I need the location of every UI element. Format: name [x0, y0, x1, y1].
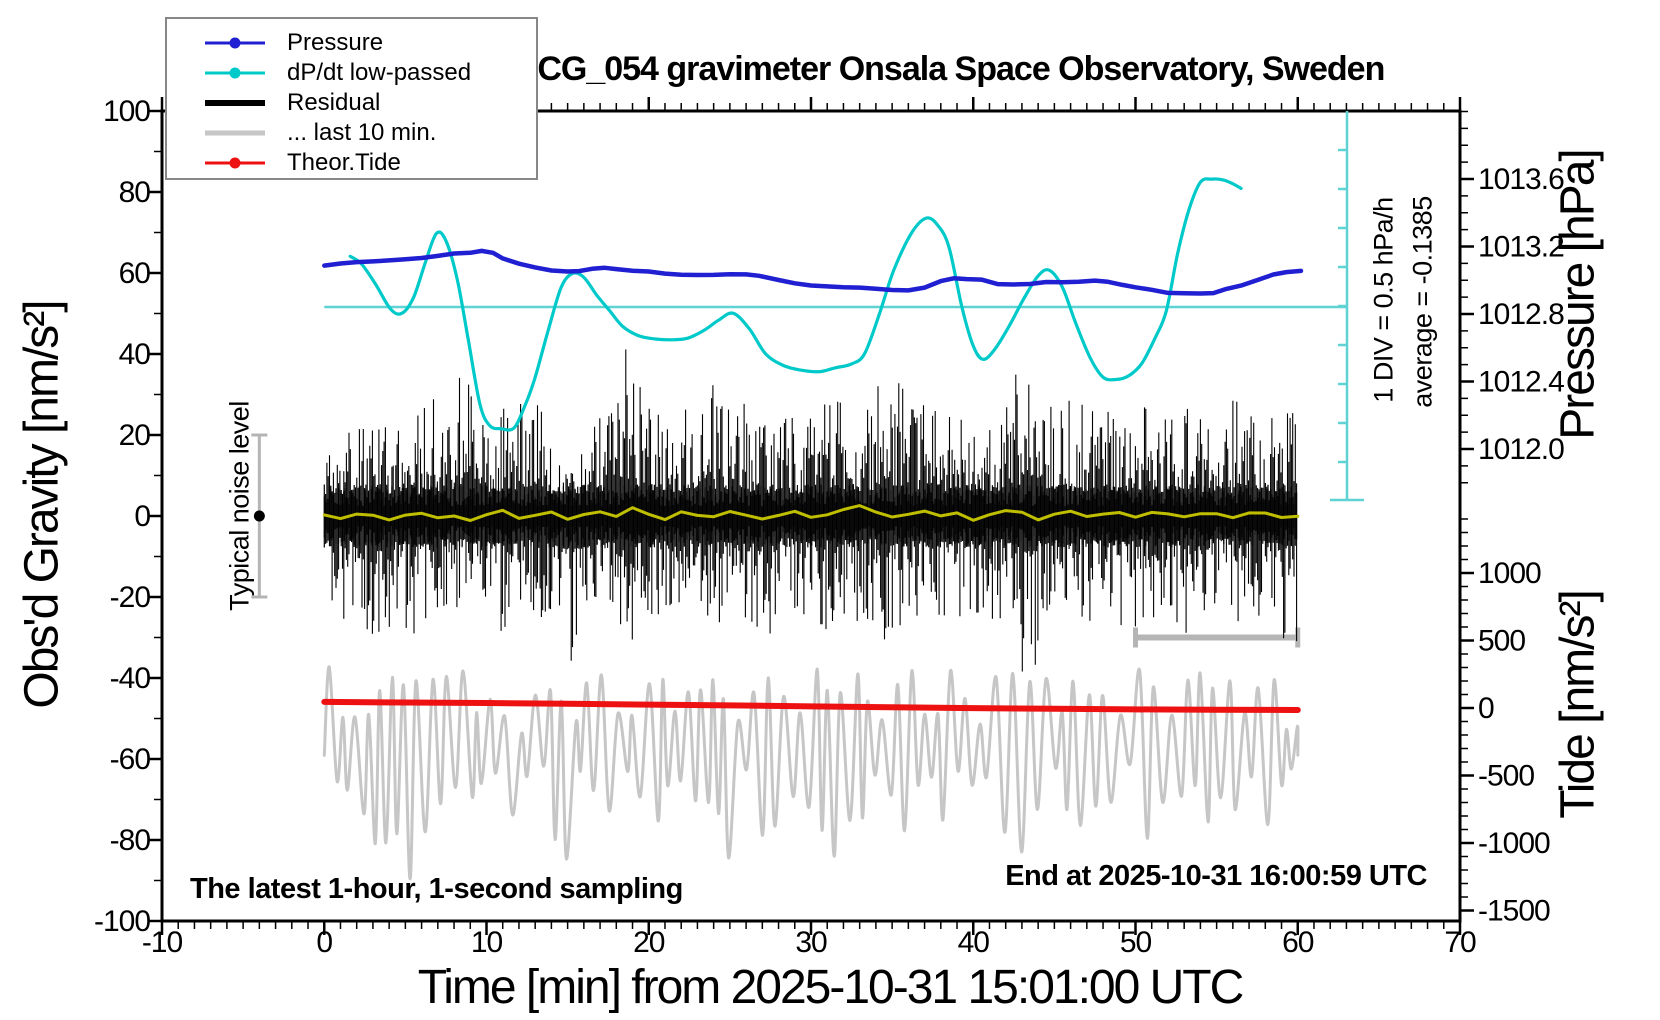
gravity-tick-label: -40 [110, 662, 151, 695]
x-axis-title: Time [min] from 2025-10-31 15:01:00 UTC [417, 961, 1245, 1014]
gravity-tick-label: 80 [119, 176, 151, 209]
noise-errorbar-dot [253, 510, 265, 522]
gravity-tick-label: -80 [110, 824, 151, 857]
noise-level-annotation: Typical noise level [224, 401, 255, 611]
y-axis-title-pressure: Pressure [hPa] [1551, 150, 1605, 440]
last10-series [322, 665, 1300, 881]
tide-tick-label: 500 [1478, 625, 1525, 658]
x-tick-label: 70 [1444, 926, 1476, 959]
legend-item-residual: Residual [167, 88, 536, 118]
x-tick-label: 20 [633, 926, 665, 959]
pressure-tick-label: 1012.4 [1478, 366, 1564, 399]
tide-tick-label: -500 [1478, 760, 1534, 793]
page-title: SCG_054 gravimeter Onsala Space Observat… [515, 50, 1386, 88]
pressure-series [322, 248, 1304, 296]
x-tick-label: 50 [1120, 926, 1152, 959]
legend-label: dP/dt low-passed [287, 59, 472, 86]
legend-label: Theor.Tide [287, 149, 401, 176]
tide-tick-label: -1000 [1478, 827, 1550, 860]
tide-tick-label: 1000 [1478, 557, 1541, 590]
pressure-tick-label: 1012.0 [1478, 433, 1564, 466]
x-tick-label: 10 [471, 926, 503, 959]
legend: Pressure dP/dt low-passed Residual ... l… [165, 17, 538, 180]
pressure-tick-label: 1013.6 [1478, 163, 1564, 196]
legend-label: ... last 10 min. [287, 119, 437, 146]
x-tick-label: 40 [958, 926, 990, 959]
x-tick-label: 60 [1282, 926, 1314, 959]
gravity-tick-label: 100 [103, 95, 150, 128]
legend-item-dpdt: dP/dt low-passed [167, 58, 536, 88]
gravity-tick-label: -100 [94, 905, 150, 938]
pressure-tick-label: 1013.2 [1478, 231, 1564, 264]
gravity-tick-label: 0 [134, 500, 150, 533]
gravity-tick-label: 20 [119, 419, 151, 452]
legend-item-theortide: Theor.Tide [167, 148, 536, 178]
tide-tick-label: 0 [1478, 692, 1494, 725]
x-tick-label: 0 [316, 926, 332, 959]
pressure-tick-label: 1012.8 [1478, 298, 1564, 331]
average-annotation: average = -0.1385 [1407, 196, 1438, 408]
end-time-note: End at 2025-10-31 16:00:59 UTC [1005, 860, 1427, 892]
legend-label: Residual [287, 89, 381, 116]
x-tick-label: -10 [142, 926, 183, 959]
y-axis-title-gravity: Obs'd Gravity [nm/s²] [15, 301, 69, 709]
gravity-tick-label: 40 [119, 338, 151, 371]
y-axis-title-tide: Tide [nm/s²] [1551, 591, 1605, 819]
residual-lowpass-series [322, 504, 1300, 522]
sampling-note: The latest 1-hour, 1-second sampling [190, 873, 683, 905]
dpdt-series [348, 177, 1243, 432]
theortide-series [321, 698, 1301, 713]
tide-tick-label: -1500 [1478, 895, 1550, 928]
legend-item-pressure: Pressure [167, 28, 536, 58]
legend-item-last10: ... last 10 min. [167, 118, 536, 148]
gravity-tick-label: -60 [110, 743, 151, 776]
gravity-tick-label: 60 [119, 257, 151, 290]
div-scale-annotation: 1 DIV = 0.5 hPa/h [1368, 197, 1399, 403]
gravity-tick-label: -20 [110, 581, 151, 614]
x-tick-label: 30 [795, 926, 827, 959]
legend-label: Pressure [287, 29, 384, 56]
